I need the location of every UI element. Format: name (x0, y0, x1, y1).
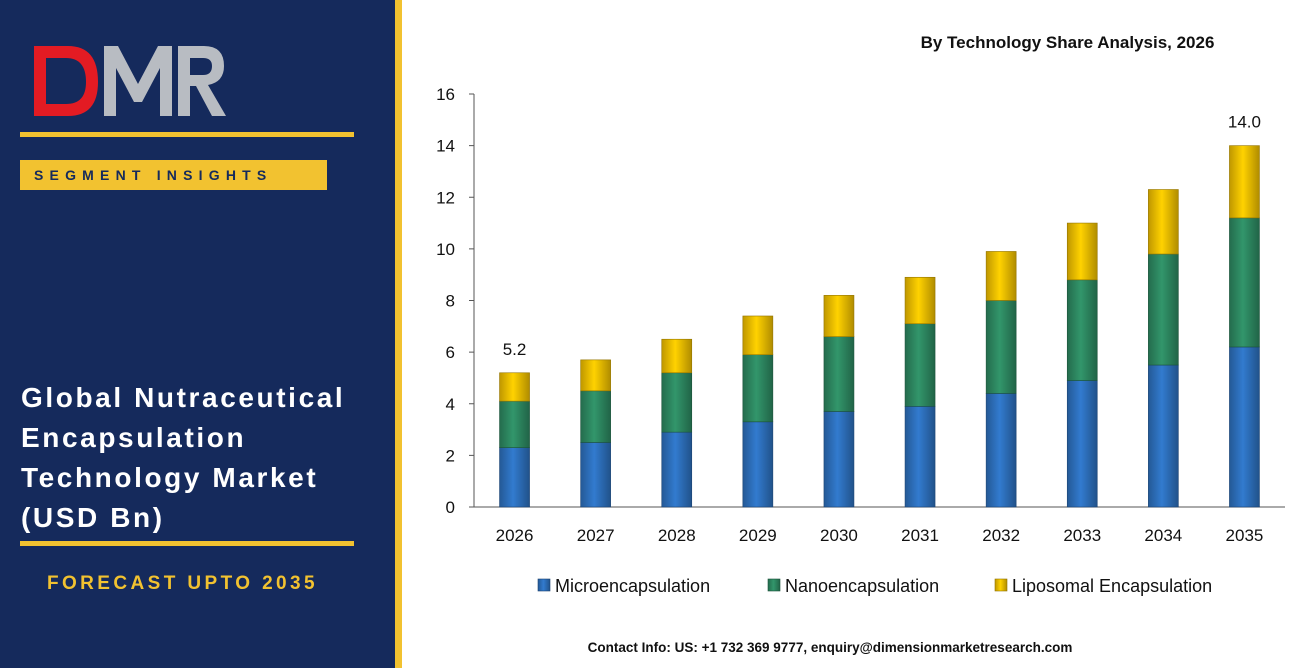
x-tick-label: 2028 (658, 526, 696, 545)
bar-segment (661, 431, 693, 508)
legend-swatch (767, 578, 781, 592)
bar-segment (742, 421, 774, 508)
y-tick-label: 8 (446, 292, 455, 311)
y-tick-label: 10 (436, 240, 455, 259)
bar-segment (580, 442, 611, 508)
bar-segment (1066, 380, 1098, 508)
bar-segment (580, 359, 611, 392)
bar-segment (1229, 346, 1260, 508)
y-tick-label: 6 (446, 343, 455, 362)
logo-letter-r (178, 46, 226, 116)
x-tick-label: 2033 (1063, 526, 1101, 545)
gold-rule-bottom (20, 541, 354, 546)
chart-title: By Technology Share Analysis, 2026 (920, 33, 1215, 52)
bar-segment (499, 400, 530, 448)
dmr-logo (34, 46, 226, 116)
forecast-label: FORECAST UPTO 2035 (47, 573, 318, 594)
bar-segment (904, 406, 936, 508)
x-tick-label: 2026 (496, 526, 534, 545)
bar-segment (580, 390, 611, 443)
bar-segment (985, 300, 1017, 394)
x-tick-label: 2029 (739, 526, 777, 545)
gold-rule-top (20, 132, 354, 137)
y-tick-label: 4 (446, 395, 455, 414)
bar-segment (904, 276, 936, 325)
data-label: 14.0 (1228, 113, 1261, 132)
bar-segment (1066, 222, 1098, 281)
logo-letter-m (104, 46, 172, 116)
bar-segment (904, 323, 936, 407)
bar-segment (1229, 145, 1260, 219)
y-tick-label: 16 (436, 85, 455, 104)
contact-info: Contact Info: US: +1 732 369 9777, enqui… (587, 640, 1073, 655)
data-label: 5.2 (503, 340, 527, 359)
logo-letter-d (34, 46, 98, 116)
legend-label: Liposomal Encapsulation (1012, 576, 1212, 596)
report-title-line: Technology Market (21, 462, 319, 493)
bar-segment (499, 372, 530, 402)
bar-segment (823, 411, 855, 508)
legend-label: Microencapsulation (555, 576, 710, 596)
bar-segment (1229, 217, 1260, 348)
legend-swatch (537, 578, 551, 592)
bar-segment (499, 447, 530, 508)
bar-segment (823, 336, 855, 412)
report-title-line: (USD Bn) (21, 502, 165, 533)
report-title-line: Encapsulation (21, 422, 247, 453)
bar-segment (742, 315, 774, 356)
y-tick-label: 12 (436, 188, 455, 207)
legend-label: Nanoencapsulation (785, 576, 939, 596)
bar-segment (1148, 364, 1179, 508)
y-tick-label: 0 (446, 498, 455, 517)
bar-segment (985, 251, 1017, 301)
y-tick-label: 2 (446, 446, 455, 465)
report-title: Global Nutraceutical Encapsulation Techn… (21, 378, 391, 538)
x-tick-label: 2030 (820, 526, 858, 545)
segment-insights-badge: SEGMENT INSIGHTS (20, 160, 327, 190)
bar-segment (823, 295, 855, 337)
bar-segment (985, 393, 1017, 508)
y-tick-label: 14 (436, 137, 455, 156)
bar-segment (1066, 279, 1098, 381)
x-tick-label: 2034 (1144, 526, 1182, 545)
bar-segment (661, 372, 693, 433)
left-panel: SEGMENT INSIGHTS Global Nutraceutical En… (0, 0, 395, 668)
report-title-line: Global Nutraceutical (21, 382, 346, 413)
bar-segment (1148, 253, 1179, 366)
bar-segment (742, 354, 774, 423)
x-tick-label: 2035 (1226, 526, 1264, 545)
x-tick-label: 2032 (982, 526, 1020, 545)
bar-segment (661, 338, 693, 374)
x-tick-label: 2031 (901, 526, 939, 545)
bar-segment (1148, 189, 1179, 255)
panel-divider (395, 0, 402, 668)
legend-swatch (994, 578, 1008, 592)
x-tick-label: 2027 (577, 526, 615, 545)
